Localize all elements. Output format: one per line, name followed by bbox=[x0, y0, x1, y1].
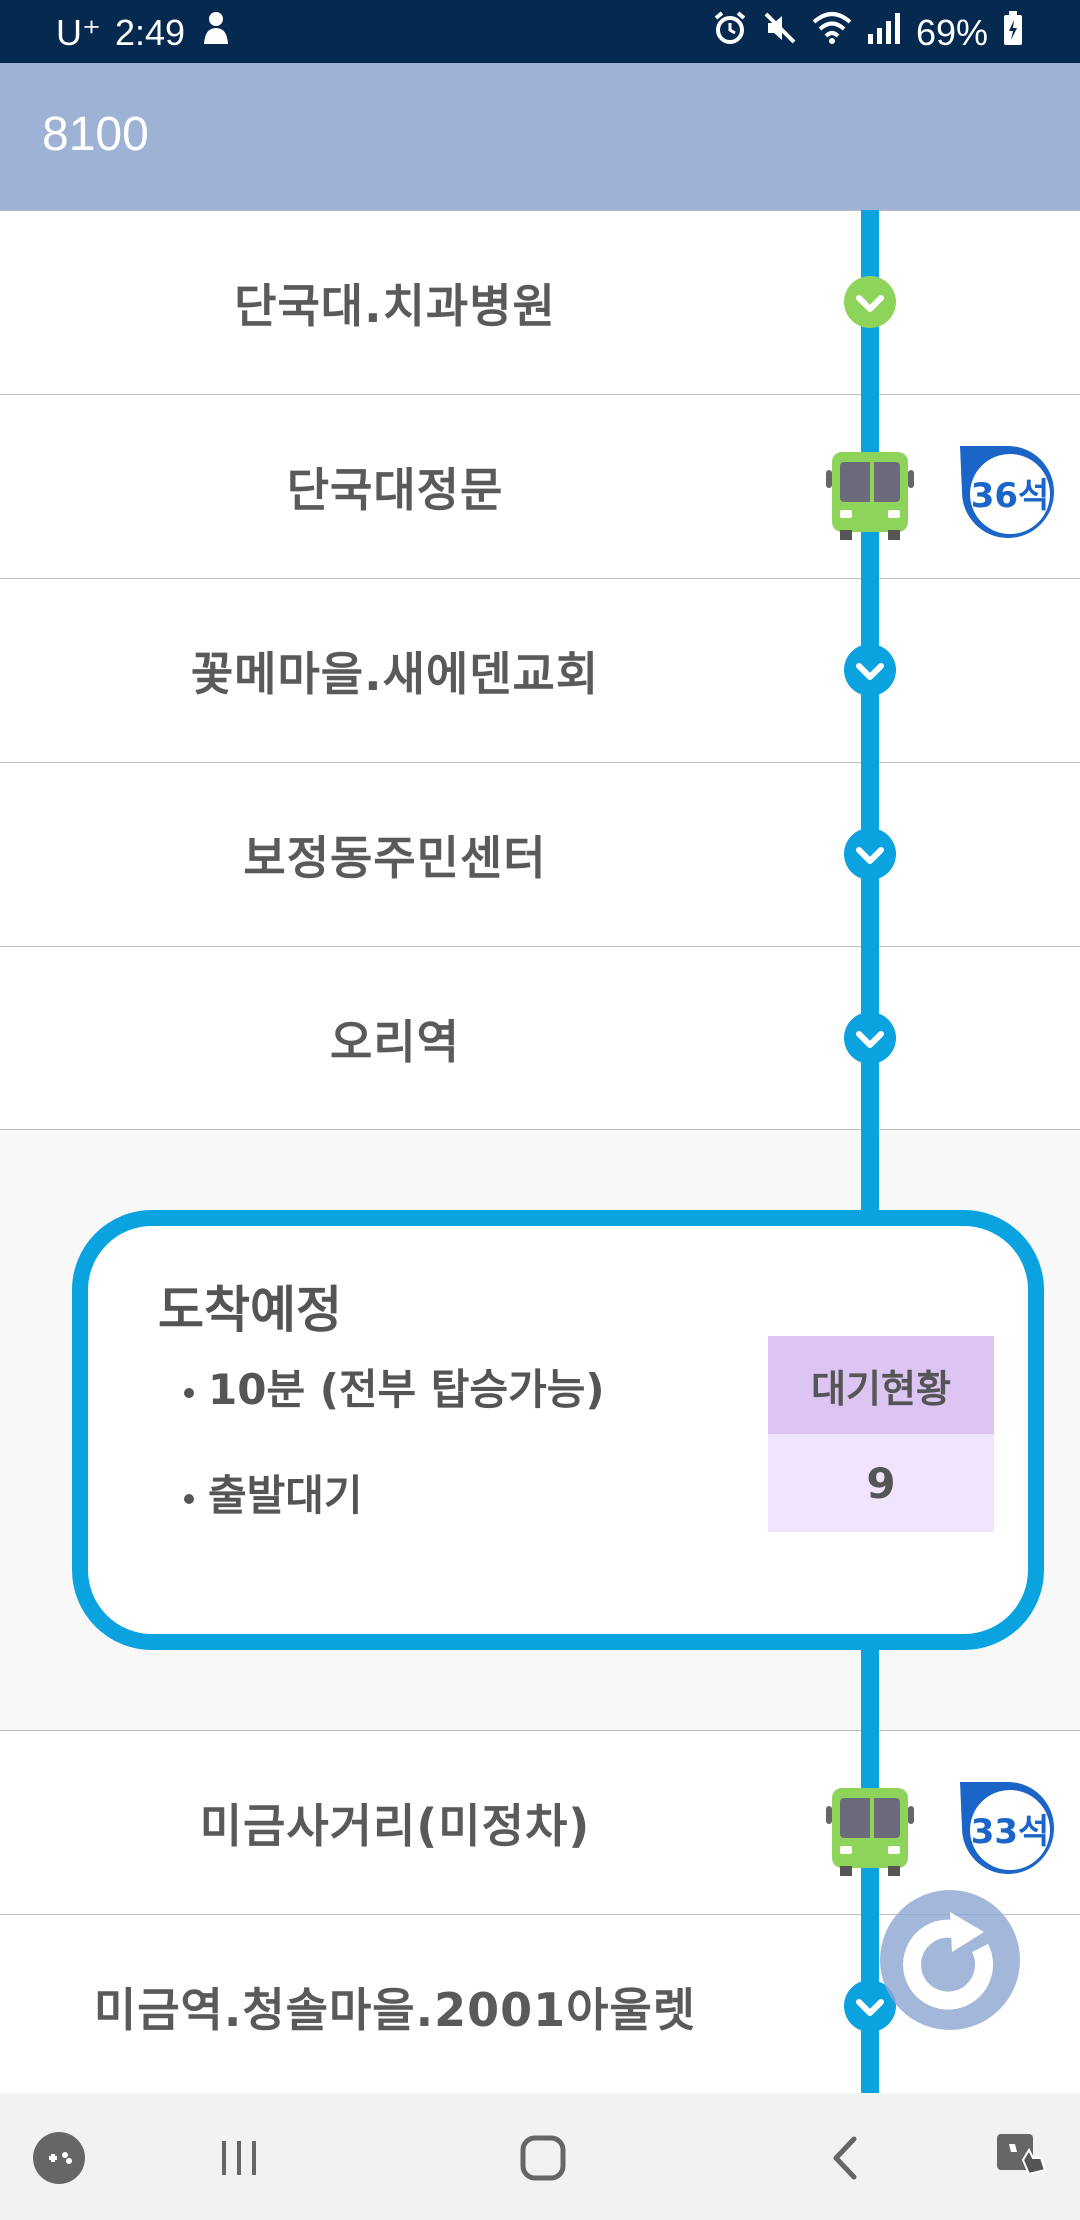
chevron-down-icon bbox=[844, 1980, 896, 2032]
game-tools-icon[interactable] bbox=[24, 2123, 94, 2193]
stop-row[interactable]: 꽃메마을.새에덴교회 bbox=[0, 578, 1080, 762]
waiting-count-value: 9 bbox=[768, 1434, 994, 1532]
seat-count-badge: 33석 bbox=[958, 1780, 1058, 1876]
stop-name: 미금사거리(미정차) bbox=[199, 1799, 591, 1853]
chevron-down-icon bbox=[844, 828, 896, 880]
app-bar: 8100 bbox=[0, 63, 1080, 210]
stop-row[interactable]: 단국대정문 bbox=[0, 394, 1080, 578]
bus-icon bbox=[826, 1786, 914, 1876]
battery-label: 69% bbox=[915, 11, 988, 53]
stop-name: 보정동주민센터 bbox=[243, 831, 547, 885]
stop-row[interactable]: 미금사거리(미정차) bbox=[0, 1730, 1080, 1914]
check-circle-icon bbox=[844, 276, 896, 328]
arrival-line-2: 출발대기 bbox=[184, 1462, 363, 1523]
stop-name: 단국대정문 bbox=[286, 463, 504, 517]
stop-name: 오리역 bbox=[330, 1015, 460, 1069]
stop-name: 꽃메마을.새에덴교회 bbox=[190, 647, 600, 701]
route-number-title: 8100 bbox=[42, 108, 149, 161]
back-icon[interactable] bbox=[812, 2123, 882, 2193]
bus-icon bbox=[826, 450, 914, 540]
refresh-button[interactable] bbox=[880, 1890, 1020, 2030]
arrival-line-1: 10분 (전부 탑승가능) bbox=[184, 1356, 605, 1417]
seat-count-label: 33석 bbox=[970, 1811, 1050, 1852]
seat-count-badge: 36석 bbox=[958, 444, 1058, 540]
stop-row[interactable]: 보정동주민센터 bbox=[0, 762, 1080, 946]
route-stop-list[interactable]: 단국대.치과병원 단국대정문 꽃메마을.새에덴교회 보정동주민센터 오리역 36… bbox=[0, 210, 1080, 2093]
refresh-icon bbox=[903, 1912, 993, 2010]
time-label: 2:49 bbox=[115, 11, 186, 53]
home-icon[interactable] bbox=[508, 2123, 578, 2193]
chevron-down-icon bbox=[844, 644, 896, 696]
recents-icon[interactable] bbox=[204, 2123, 274, 2193]
carrier-label: U⁺ bbox=[56, 11, 101, 53]
arrival-heading: 도착예정 bbox=[158, 1281, 342, 1339]
alarm-icon bbox=[712, 10, 748, 55]
waiting-status-box: 대기현황 9 bbox=[768, 1336, 994, 1532]
bullet-icon bbox=[184, 1493, 194, 1504]
battery-icon bbox=[1002, 10, 1024, 55]
stop-row[interactable]: 단국대.치과병원 bbox=[0, 210, 1080, 394]
arrival-info-card: 도착예정 10분 (전부 탑승가능) 출발대기 대기현황 9 bbox=[72, 1210, 1044, 1650]
chevron-down-icon bbox=[844, 1012, 896, 1064]
system-nav-bar bbox=[0, 2093, 1080, 2220]
stop-name: 단국대.치과병원 bbox=[234, 279, 556, 333]
stop-row[interactable]: 오리역 bbox=[0, 946, 1080, 1130]
mute-icon bbox=[762, 10, 798, 55]
departure-status-text: 출발대기 bbox=[208, 1471, 363, 1520]
person-icon bbox=[199, 10, 233, 55]
status-bar: U⁺ 2:49 69% bbox=[0, 0, 1080, 63]
wifi-icon bbox=[812, 10, 852, 55]
arrival-time-text: 10분 (전부 탑승가능) bbox=[208, 1365, 605, 1414]
route-line-overlay bbox=[861, 210, 879, 1220]
bullet-icon bbox=[184, 1387, 194, 1398]
signal-icon bbox=[866, 10, 902, 55]
assist-icon[interactable] bbox=[986, 2123, 1056, 2193]
seat-count-label: 36석 bbox=[970, 475, 1050, 516]
waiting-status-label: 대기현황 bbox=[768, 1336, 994, 1434]
stop-name: 미금역.청솔마을.2001아울렛 bbox=[93, 1983, 697, 2037]
